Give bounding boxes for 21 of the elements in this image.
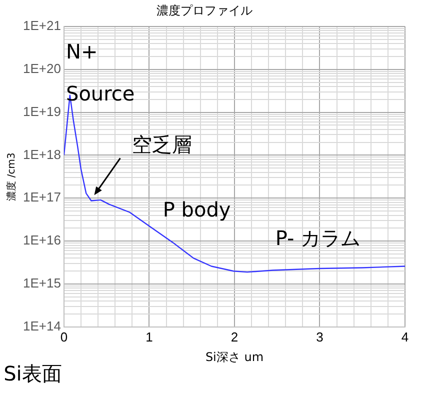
x-tick-label: 4 [401,329,409,344]
y-tick-label: 1E+17 [23,190,61,205]
x-tick-label: 0 [60,329,68,344]
y-tick-label: 1E+19 [23,104,61,119]
y-tick-label: 1E+15 [23,276,61,291]
x-axis-title: Si深さ um [205,350,264,364]
x-tick-label: 3 [316,329,324,344]
x-tick-label: 2 [230,329,238,344]
annotation: P- カラム [275,226,361,250]
annotation: 空乏層 [132,132,192,156]
y-tick-label: 1E+21 [23,18,61,33]
y-tick-label: 1E+20 [23,60,61,76]
y-tick-label: 1E+14 [23,318,61,334]
chart-title: 濃度プロファイル [156,3,252,18]
annotation: N+ Source [66,40,135,106]
y-axis-title: 濃度 /cm3 [6,152,18,201]
y-tick-label: 1E+16 [23,232,61,248]
text: Si表面 [4,361,62,386]
annotation: P body [162,197,231,222]
x-tick-label: 1 [146,329,153,344]
y-tick-label: 1E+18 [23,146,61,162]
